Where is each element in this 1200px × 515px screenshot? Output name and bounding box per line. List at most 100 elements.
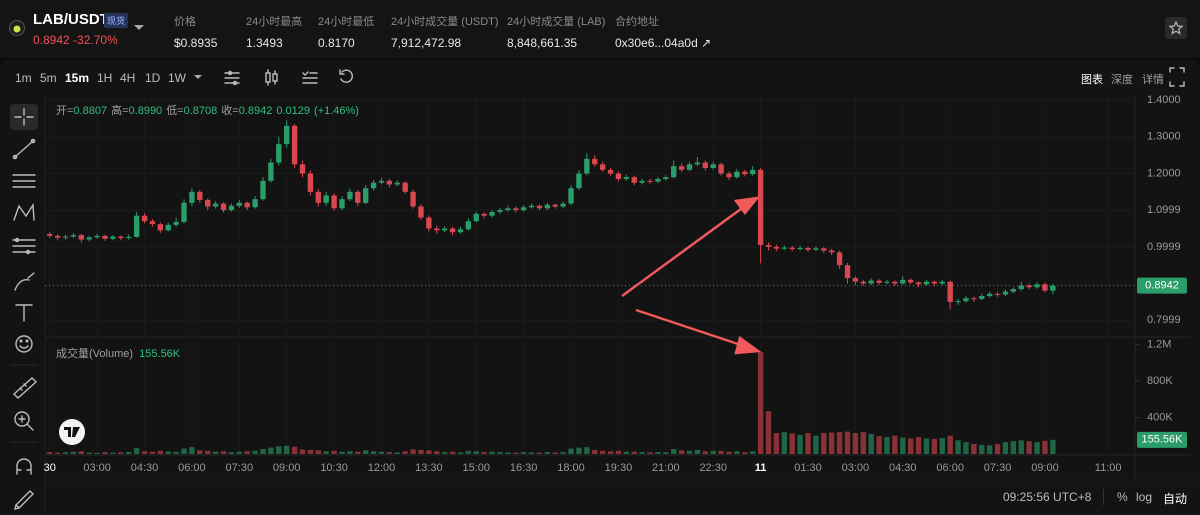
chart-type-icon[interactable] bbox=[265, 69, 278, 86]
candle-body bbox=[220, 203, 227, 211]
undo-icon[interactable] bbox=[339, 69, 353, 83]
volume-bar bbox=[844, 431, 851, 454]
view-tab[interactable]: 图表 bbox=[1081, 74, 1103, 86]
fib-tool[interactable] bbox=[12, 237, 36, 255]
view-tab[interactable]: 深度 bbox=[1111, 74, 1133, 86]
stat: 合约地址 0x30e6...04a0d ↗ bbox=[615, 13, 711, 50]
price-change: -32.70% bbox=[73, 33, 118, 47]
pattern-tool[interactable] bbox=[13, 202, 35, 221]
volume-bar bbox=[197, 450, 203, 454]
volume-bar bbox=[133, 448, 140, 454]
ruler-tool[interactable] bbox=[12, 377, 38, 399]
candle-body bbox=[141, 215, 148, 222]
trendline-tool[interactable] bbox=[12, 138, 36, 160]
crosshair-tool-bg[interactable] bbox=[10, 104, 38, 130]
magnet-tool[interactable] bbox=[16, 458, 32, 475]
candle-body bbox=[718, 164, 724, 174]
candle-body bbox=[615, 173, 622, 180]
volume-bar bbox=[773, 433, 780, 454]
candle-body bbox=[149, 221, 156, 225]
volume-bar bbox=[355, 451, 361, 454]
tv-logo[interactable] bbox=[59, 419, 85, 445]
volume-bar bbox=[789, 433, 795, 454]
volume-bar bbox=[481, 452, 487, 454]
x-tick-label: 06:00 bbox=[936, 462, 964, 474]
scale-option[interactable]: 自动 bbox=[1163, 492, 1188, 506]
indicator-icon[interactable] bbox=[224, 70, 240, 86]
stat-label: 24小时最高 bbox=[246, 16, 303, 28]
interval-option[interactable]: 5m bbox=[40, 71, 57, 85]
candle-body bbox=[678, 166, 685, 170]
volume-bar bbox=[457, 452, 464, 454]
volume-bar bbox=[584, 447, 590, 454]
candle-body bbox=[710, 164, 716, 168]
zoom-tool[interactable] bbox=[14, 411, 34, 431]
stat-value[interactable]: 0x30e6...04a0d ↗ bbox=[615, 36, 712, 50]
footer-separator bbox=[1103, 489, 1104, 505]
interval-option[interactable]: 1m bbox=[15, 71, 32, 85]
interval-dropdown[interactable] bbox=[194, 75, 202, 80]
settings-icon[interactable] bbox=[302, 71, 318, 84]
volume-bar bbox=[307, 449, 314, 454]
candle-body bbox=[489, 212, 495, 216]
interval-option[interactable]: 4H bbox=[120, 71, 136, 85]
clock: 09:25:56 UTC+8 bbox=[1003, 490, 1092, 504]
ohlc-label: 收= bbox=[221, 105, 239, 117]
candle-body bbox=[813, 248, 819, 250]
favorite-button[interactable] bbox=[1165, 17, 1187, 39]
emoji-tool[interactable] bbox=[15, 335, 33, 353]
candle-body bbox=[165, 224, 171, 231]
volume-bar bbox=[54, 452, 61, 454]
grid bbox=[44, 95, 1200, 515]
volume-bar bbox=[718, 450, 724, 454]
stat-value: $0.8935 bbox=[174, 36, 218, 50]
candle-body bbox=[963, 298, 969, 302]
candle-body bbox=[647, 180, 653, 182]
volume-bar bbox=[62, 452, 69, 454]
ohlc-label: 高= bbox=[111, 105, 129, 117]
volume-bar bbox=[678, 450, 685, 454]
scale-option[interactable]: % bbox=[1117, 490, 1128, 504]
candle-body bbox=[441, 228, 448, 231]
candle-body bbox=[639, 180, 645, 183]
text-tool[interactable] bbox=[15, 304, 33, 322]
candle-body bbox=[702, 162, 709, 168]
candle-body bbox=[197, 191, 203, 200]
volume-bar bbox=[813, 435, 819, 454]
pair-name[interactable]: LAB/USDT bbox=[33, 11, 109, 28]
volume-bar bbox=[994, 443, 1001, 454]
candle-body bbox=[884, 281, 890, 283]
crosshair-tool[interactable] bbox=[14, 108, 34, 126]
horizontal-line-tool[interactable] bbox=[12, 174, 36, 188]
view-tab[interactable]: 详情 bbox=[1142, 74, 1164, 86]
candle-body bbox=[734, 171, 740, 178]
brush-tool[interactable] bbox=[14, 272, 35, 291]
interval-option[interactable]: 15m bbox=[65, 71, 90, 85]
ohlc-value: 0.8708 bbox=[183, 105, 218, 117]
volume-bar bbox=[979, 444, 985, 454]
x-tick-label: 11 bbox=[755, 462, 767, 474]
interval-option[interactable]: 1H bbox=[97, 71, 113, 85]
price-change-row: 0.8942 -32.70% bbox=[33, 33, 118, 47]
candle-body bbox=[576, 173, 582, 189]
annotation-arrows bbox=[621, 196, 762, 355]
volume-bar bbox=[402, 451, 408, 454]
ohlc-value: 0.8990 bbox=[128, 105, 163, 117]
volume-bar bbox=[141, 451, 148, 454]
x-tick-label: 11:00 bbox=[1095, 462, 1122, 474]
market-badge: 现货 bbox=[104, 13, 129, 28]
interval-option[interactable]: 1D bbox=[145, 71, 161, 85]
volume-bar bbox=[892, 435, 898, 454]
fullscreen-icon[interactable] bbox=[1169, 67, 1185, 87]
tv-logo-mark bbox=[64, 427, 80, 437]
volume-bar bbox=[829, 432, 835, 454]
volume-bar bbox=[434, 451, 440, 454]
lock-draw-tool[interactable] bbox=[14, 490, 34, 510]
scale-option[interactable]: log bbox=[1136, 490, 1153, 504]
last-price-tag bbox=[1137, 277, 1187, 294]
interval-option[interactable]: 1W bbox=[168, 71, 186, 85]
candle-body bbox=[418, 206, 424, 218]
x-tick-label: 13:30 bbox=[415, 462, 443, 474]
pair-dropdown[interactable] bbox=[134, 25, 144, 31]
volume-bar bbox=[931, 438, 938, 454]
